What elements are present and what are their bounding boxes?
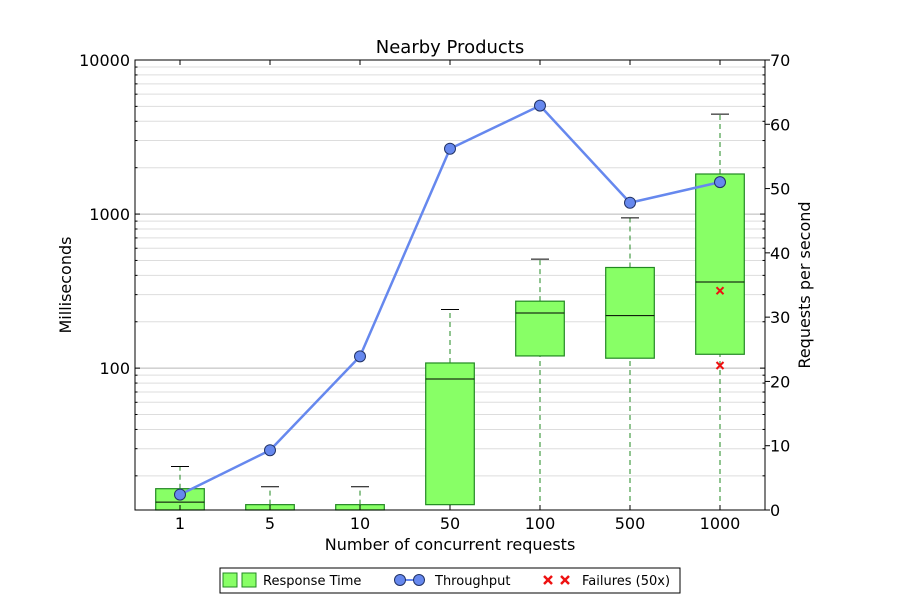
right-y-axis: 0 10 20 30 40 50 60 70: [765, 51, 790, 520]
legend-marker-throughput: [394, 574, 406, 586]
box-body: [695, 173, 745, 355]
y2-axis-label: Requests per second: [795, 201, 814, 368]
right-axis-tick-label: 40: [770, 244, 790, 263]
legend-item-response-time: Response Time: [222, 572, 361, 589]
x-axis-tick-label: 500: [615, 514, 646, 533]
failure-marker: [715, 286, 725, 295]
throughput-point: [264, 444, 276, 457]
legend-frame: [219, 567, 681, 594]
throughput-point: [624, 196, 636, 209]
throughput-point: [714, 176, 726, 189]
legend-item-throughput: Throughput: [394, 574, 511, 589]
right-axis-tick-label: 30: [770, 308, 790, 327]
throughput-point: [534, 99, 546, 112]
failure-marker-stroke: [715, 286, 725, 295]
left-axis-tick-label: 10000: [79, 51, 130, 70]
box-body: [425, 362, 475, 506]
x-axis-tick-label: 10: [350, 514, 370, 533]
legend-label-failures: Failures (50x): [582, 574, 670, 589]
response-time-boxes: [155, 113, 745, 511]
right-axis-tick-label: 50: [770, 180, 790, 199]
right-axis-tick-label: 0: [770, 501, 780, 520]
right-axis-tick-label: 10: [770, 437, 790, 456]
x-axis-tick-label: 1: [175, 514, 185, 533]
legend-swatch-response-time: [241, 572, 257, 588]
box-50: [425, 309, 475, 510]
legend-label-response-time: Response Time: [263, 574, 361, 589]
box-100: [515, 258, 565, 510]
box-1000: [695, 113, 745, 510]
legend-swatch-response-time: [222, 572, 238, 588]
grid-lines: [135, 59, 765, 477]
x-axis-tick-label: 50: [440, 514, 460, 533]
throughput-point: [444, 142, 456, 155]
legend-marker-throughput: [413, 574, 425, 586]
y-axis-label: Milliseconds: [56, 237, 75, 334]
failure-markers: [715, 286, 725, 370]
left-y-axis: 100 1000 10000: [79, 51, 765, 477]
left-axis-tick-label: 1000: [89, 205, 130, 224]
failure-marker-stroke: [715, 361, 725, 370]
box-500: [605, 217, 655, 510]
chart-title: Nearby Products: [376, 37, 525, 58]
legend-label-throughput: Throughput: [434, 574, 511, 589]
legend-item-failures: Failures (50x): [543, 574, 670, 589]
legend-marker-failures: [543, 575, 570, 585]
right-axis-tick-label: 20: [770, 372, 790, 391]
x-axis-label: Number of concurrent requests: [325, 535, 576, 554]
failure-marker: [715, 361, 725, 370]
throughput-series: [174, 99, 726, 501]
x-axis: 1 5 10 50 100 500 1000: [175, 60, 740, 533]
x-axis-tick-label: 100: [525, 514, 556, 533]
right-axis-tick-label: 70: [770, 51, 790, 70]
legend: Response Time Throughput Failures (50x): [219, 567, 681, 594]
box-body: [605, 266, 655, 359]
throughput-point: [354, 350, 366, 363]
x-axis-tick-label: 1000: [700, 514, 741, 533]
left-axis-tick-label: 100: [99, 359, 130, 378]
x-axis-tick-label: 5: [265, 514, 275, 533]
box-1: [155, 465, 205, 511]
box-body: [515, 300, 565, 357]
throughput-point: [174, 488, 186, 501]
right-axis-tick-label: 60: [770, 115, 790, 134]
